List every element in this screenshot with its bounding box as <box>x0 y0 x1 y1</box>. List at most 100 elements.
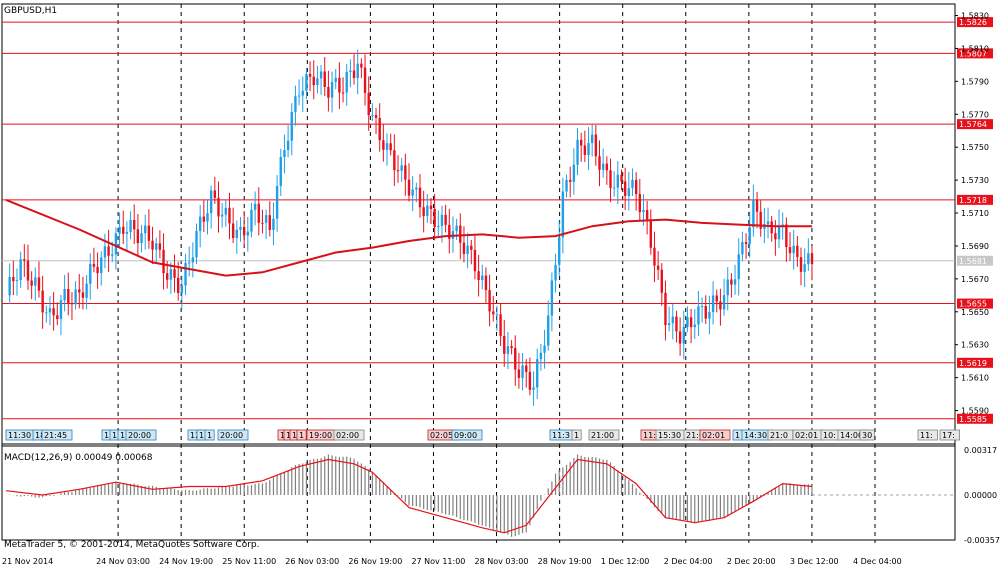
candle-body <box>118 226 121 234</box>
level-price-label: 1.5585 <box>959 415 987 424</box>
candle-body <box>569 179 572 182</box>
candle-body <box>396 170 400 172</box>
candle-body <box>766 221 770 225</box>
y-tick-label: 1.5650 <box>961 308 989 317</box>
event-marker-label: 02:01 <box>795 431 818 440</box>
candle-body <box>719 301 722 310</box>
candle-body <box>374 115 378 118</box>
candle-body <box>514 348 517 370</box>
candle-body <box>235 229 239 239</box>
event-marker-label: 11: <box>643 431 656 440</box>
event-marker[interactable]: 1 <box>204 429 215 441</box>
candle-body <box>180 285 184 294</box>
candle-body <box>781 224 784 226</box>
current-price-label: 1.5681 <box>959 257 987 266</box>
candle-body <box>371 115 374 117</box>
candle-body <box>686 317 689 327</box>
candle-body <box>34 277 37 286</box>
event-marker-box <box>571 429 582 441</box>
event-marker[interactable]: 1 <box>732 429 743 441</box>
candle-body <box>697 306 700 325</box>
event-marker[interactable]: 30 <box>859 429 875 441</box>
candle-body <box>422 207 425 217</box>
event-marker[interactable]: 20:00 <box>125 429 157 441</box>
candle-body <box>176 277 180 294</box>
event-marker-label: 18 <box>35 431 45 440</box>
event-marker[interactable]: 1 <box>571 429 582 441</box>
event-marker[interactable]: 20:00 <box>217 429 249 441</box>
candle-body <box>166 273 169 280</box>
event-marker[interactable]: 21:00 <box>588 429 620 441</box>
candle-body <box>803 264 806 272</box>
event-marker-label: 1 <box>104 431 109 440</box>
candle-body <box>92 263 96 267</box>
candle-body <box>352 70 356 79</box>
candle-body <box>155 243 158 250</box>
candle-body <box>261 222 264 224</box>
candle-body <box>693 324 696 328</box>
candle-body <box>448 224 451 239</box>
copyright-text: MetaTrader 5, © 2001-2014, MetaQuotes So… <box>4 540 260 550</box>
candle-body <box>224 207 228 215</box>
event-marker-label: 1 <box>286 431 291 440</box>
candle-body <box>151 240 154 250</box>
event-marker[interactable]: 02:00 <box>333 429 365 441</box>
candle-body <box>437 226 440 228</box>
event-marker[interactable]: 02:01 <box>699 429 731 441</box>
event-marker[interactable]: 09:00 <box>451 429 483 441</box>
y-tick-label: 1.5830 <box>961 12 989 21</box>
macd-y-tick-label: -0.00357 <box>964 536 1000 545</box>
event-marker[interactable]: 14:30 <box>741 429 773 441</box>
event-marker[interactable]: 19:00 <box>306 429 338 441</box>
candle-body <box>744 242 748 245</box>
candle-body <box>297 95 301 97</box>
candle-body <box>799 257 803 272</box>
candle-body <box>477 271 480 281</box>
event-marker-label: 11: <box>920 431 933 440</box>
candle-body <box>741 242 744 255</box>
y-tick-label: 1.5610 <box>961 374 989 383</box>
candle-body <box>378 117 381 141</box>
candle-body <box>78 289 81 293</box>
candle-body <box>579 139 583 146</box>
event-marker[interactable]: 02:01 <box>792 429 824 441</box>
event-marker[interactable]: 15:30 <box>655 429 687 441</box>
candle-body <box>539 352 543 360</box>
candle-body <box>81 292 85 298</box>
event-marker-box <box>204 429 215 441</box>
y-tick-label: 1.5770 <box>961 110 989 119</box>
x-tick-label: 24 Nov 19:00 <box>159 557 213 566</box>
event-marker[interactable]: 11:30 <box>5 429 37 441</box>
event-marker[interactable]: 17: <box>939 429 961 441</box>
event-marker-label: 15:30 <box>658 431 681 440</box>
event-marker[interactable]: 21:45 <box>41 429 73 441</box>
candle-body <box>488 290 491 312</box>
x-tick-label: 27 Nov 11:00 <box>411 557 465 566</box>
event-marker-label: 19:00 <box>309 431 332 440</box>
event-marker[interactable]: 11:3 <box>549 429 576 441</box>
level-lines[interactable]: 1.5826 1.5807 1.5764 1.5718 1.5655 1.5619 1.55… <box>2 17 993 424</box>
candle-body <box>195 231 198 258</box>
candle-body <box>323 71 326 87</box>
candle-body <box>279 157 282 186</box>
candle-body <box>19 259 22 281</box>
event-marker-box <box>699 429 731 441</box>
candle-body <box>528 371 532 390</box>
event-marker[interactable]: 1 <box>296 429 307 441</box>
event-marker-label: 14:00 <box>840 431 863 440</box>
event-marker-label: 20:00 <box>220 431 243 440</box>
candle-body <box>356 63 359 79</box>
event-marker-label: 02:01 <box>702 431 725 440</box>
candle-body <box>484 275 488 291</box>
event-marker[interactable]: 21:0 <box>767 429 794 441</box>
candle-body <box>455 225 458 232</box>
candle-body <box>730 279 733 285</box>
level-price-label: 1.5826 <box>959 18 987 27</box>
candle-body <box>565 179 568 192</box>
x-tick-label: 28 Nov 03:00 <box>475 557 529 566</box>
candle-body <box>656 265 660 270</box>
candle-body <box>70 303 74 305</box>
event-marker[interactable]: 11: <box>917 429 939 441</box>
